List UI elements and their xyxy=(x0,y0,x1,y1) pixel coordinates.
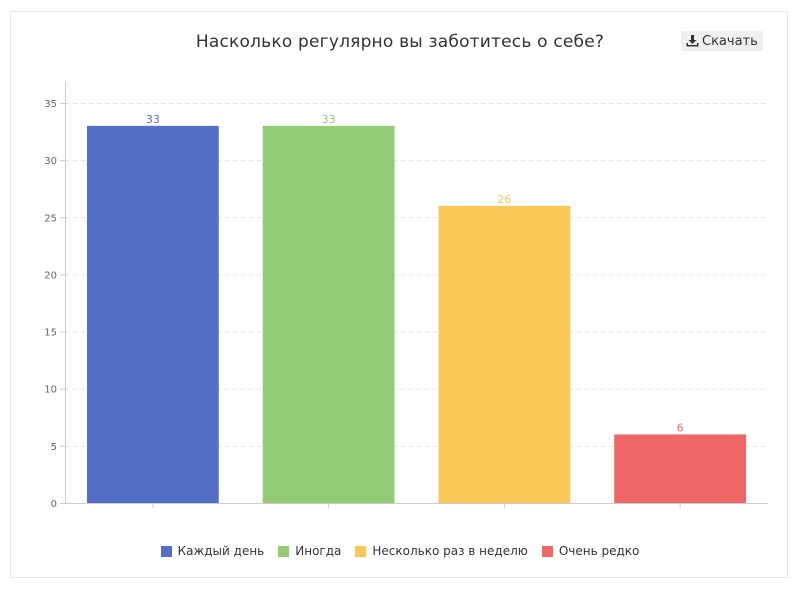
bar[interactable] xyxy=(614,434,747,503)
download-label: Скачать xyxy=(702,33,758,49)
legend-swatch xyxy=(355,545,367,557)
y-tick-label: 25 xyxy=(44,213,57,224)
legend-label: Каждый день xyxy=(177,544,265,558)
legend-label: Несколько раз в неделю xyxy=(372,544,528,558)
y-tick-label: 30 xyxy=(44,156,57,167)
bar-value-label: 6 xyxy=(677,421,684,434)
legend-swatch xyxy=(278,545,290,557)
legend-label: Иногда xyxy=(295,544,342,558)
y-tick-label: 5 xyxy=(51,442,57,453)
download-button[interactable]: Скачать xyxy=(681,31,763,51)
legend-label: Очень редко xyxy=(558,544,640,558)
chart-title: Насколько регулярно вы заботитесь о себе… xyxy=(195,32,605,52)
legend-swatch xyxy=(160,545,172,557)
bar[interactable] xyxy=(438,205,571,503)
legend-item[interactable]: Каждый день xyxy=(160,544,265,558)
y-tick-label: 15 xyxy=(44,328,57,339)
legend-item[interactable]: Иногда xyxy=(278,544,341,558)
legend-item[interactable]: Несколько раз в неделю xyxy=(355,544,528,558)
download-icon xyxy=(686,35,699,47)
chart-legend: Каждый день Иногда Несколько раз в неделю О… xyxy=(0,544,800,558)
bar-value-label: 33 xyxy=(322,113,336,126)
legend-swatch xyxy=(541,545,553,557)
bar-value-label: 33 xyxy=(146,113,160,126)
y-tick-label: 35 xyxy=(44,99,57,110)
y-tick-label: 0 xyxy=(51,499,57,510)
bar[interactable] xyxy=(262,125,395,503)
y-tick-label: 20 xyxy=(44,270,57,281)
legend-item[interactable]: Очень редко xyxy=(541,544,640,558)
bar[interactable] xyxy=(86,125,219,503)
y-tick-label: 10 xyxy=(44,385,57,396)
bar-value-label: 26 xyxy=(497,193,511,206)
